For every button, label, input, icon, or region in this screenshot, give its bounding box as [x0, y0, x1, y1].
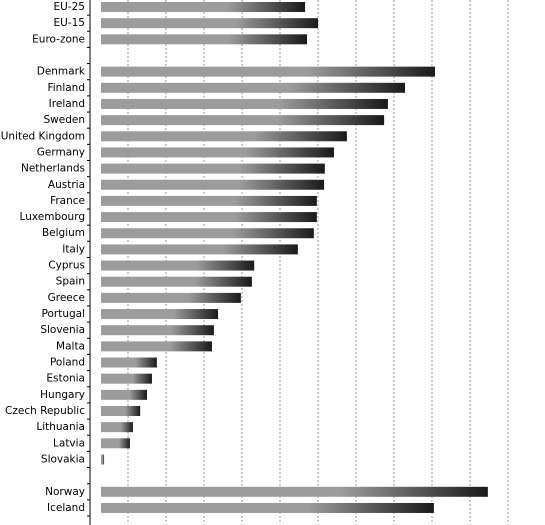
- bar: [101, 34, 307, 45]
- bar: [101, 115, 385, 126]
- bar: [101, 212, 317, 223]
- y-tick-label: Malta: [56, 340, 85, 352]
- bar: [101, 341, 212, 352]
- bar: [101, 228, 314, 239]
- bar: [101, 18, 318, 29]
- y-tick-label: United Kingdom: [1, 130, 85, 142]
- y-tick-label: Spain: [56, 276, 85, 288]
- y-tick-label: Cyprus: [48, 260, 85, 272]
- bar: [101, 454, 105, 465]
- y-tick-label: Netherlands: [21, 163, 85, 175]
- y-tick-label: Slovenia: [40, 324, 85, 336]
- bar: [101, 98, 388, 109]
- y-tick-label: France: [50, 195, 85, 207]
- bar: [101, 163, 325, 174]
- bar: [101, 357, 157, 368]
- y-tick-label: Norway: [45, 486, 85, 498]
- bar: [101, 179, 325, 190]
- bar: [101, 309, 219, 320]
- y-tick-label: Denmark: [37, 66, 86, 78]
- y-tick-label: Belgium: [42, 227, 85, 239]
- y-tick-label: Italy: [62, 243, 85, 255]
- bar: [101, 486, 488, 497]
- bar: [101, 422, 133, 433]
- y-tick-label: Sweden: [44, 114, 86, 126]
- y-tick-label: Iceland: [47, 502, 85, 514]
- y-tick-label: Luxembourg: [20, 211, 85, 223]
- y-tick-label: Euro-zone: [32, 33, 85, 45]
- y-tick-label: Ireland: [49, 98, 85, 110]
- y-tick-label: Austria: [48, 179, 85, 191]
- bar: [101, 373, 152, 384]
- bar: [101, 502, 434, 513]
- bar: [101, 2, 306, 12]
- bar: [101, 66, 436, 77]
- y-tick-label: Hungary: [40, 389, 85, 401]
- y-tick-label: Germany: [37, 146, 85, 158]
- y-tick-label: Greece: [48, 292, 85, 304]
- y-tick-label: Latvia: [53, 437, 85, 449]
- y-tick-label: Finland: [47, 82, 85, 94]
- bar: [101, 438, 130, 449]
- y-tick-label: EU-25: [54, 1, 85, 13]
- bar: [101, 292, 241, 303]
- bar: [101, 406, 141, 416]
- bar: [101, 325, 214, 336]
- bar: [101, 147, 334, 158]
- y-tick-label: Slovakia: [41, 453, 85, 465]
- y-tick-label: Estonia: [46, 373, 85, 385]
- y-tick-label: EU-15: [54, 17, 85, 29]
- bar: [101, 244, 298, 255]
- bar: [101, 195, 317, 206]
- bar: [101, 276, 252, 287]
- y-tick-label: Czech Republic: [5, 405, 85, 417]
- y-tick-label: Poland: [50, 357, 85, 369]
- bar: [101, 82, 406, 93]
- y-tick-label: Lithuania: [36, 421, 85, 433]
- y-tick-label: Portugal: [42, 308, 86, 320]
- bar: [101, 131, 347, 142]
- bar: [101, 389, 147, 400]
- bar: [101, 260, 255, 271]
